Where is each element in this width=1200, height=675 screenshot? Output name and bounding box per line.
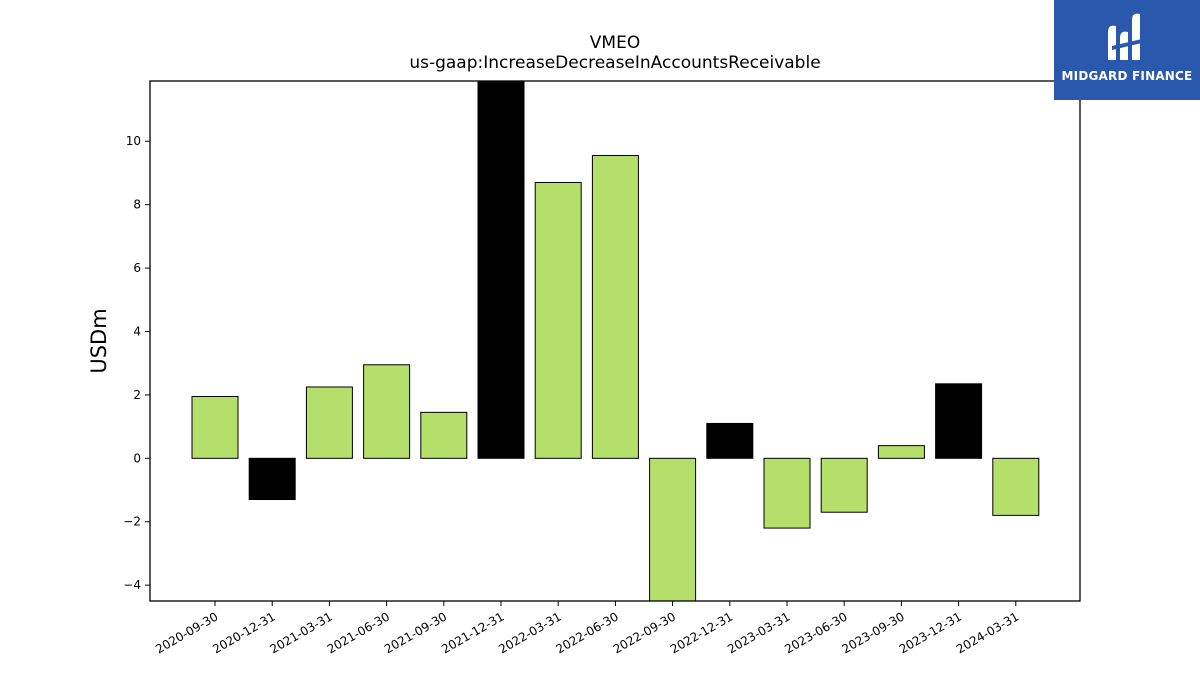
x-tick-label: 2022-03-31	[496, 609, 563, 656]
x-tick-label: 2023-12-31	[897, 609, 964, 656]
x-tick-label: 2020-12-31	[210, 609, 277, 656]
x-tick-label: 2022-06-30	[553, 609, 620, 656]
x-tick-label: 2021-12-31	[439, 609, 506, 656]
x-tick-label: 2023-06-30	[782, 609, 849, 656]
y-tick-label: 10	[126, 134, 141, 148]
bar-2020-09-30	[191, 395, 239, 459]
bar-2020-12-31	[248, 457, 296, 501]
bar-2023-09-30	[877, 445, 925, 459]
bar-2023-12-31	[935, 383, 983, 459]
bar-2022-06-30	[591, 155, 639, 459]
y-tick-label: 2	[133, 388, 141, 402]
x-tick-label: 2021-03-31	[267, 609, 334, 656]
y-tick-label: 4	[133, 324, 141, 338]
y-tick-label: −2	[123, 515, 141, 529]
bars-group	[191, 80, 1040, 602]
bar-2022-09-30	[649, 457, 697, 602]
bar-2021-06-30	[363, 364, 411, 459]
bar-2021-03-31	[305, 386, 353, 459]
bar-2024-03-31	[992, 457, 1040, 516]
y-axis-ticks: −4 −2 0 2 4 6 8 10	[123, 134, 150, 592]
x-tick-label: 2023-03-31	[725, 609, 792, 656]
chart-title: VMEO	[590, 33, 640, 53]
bar-2021-09-30	[420, 411, 468, 459]
logo-mark-icon	[1108, 13, 1146, 61]
x-axis-ticks: 2020-09-302020-12-312021-03-312021-06-30…	[153, 601, 1021, 656]
bar-2023-03-31	[763, 457, 811, 529]
bar-2022-12-31	[706, 422, 754, 459]
chart-subtitle: us-gaap:IncreaseDecreaseInAccountsReceiv…	[409, 53, 820, 73]
y-tick-label: 6	[133, 261, 141, 275]
x-tick-label: 2023-09-30	[839, 609, 906, 656]
plot-frame	[149, 80, 1081, 602]
bar-2021-12-31	[477, 80, 525, 459]
x-tick-label: 2024-03-31	[954, 609, 1021, 656]
y-tick-label: 8	[133, 198, 141, 212]
x-tick-label: 2020-09-30	[153, 609, 220, 656]
bar-2023-06-30	[820, 457, 868, 513]
x-tick-label: 2022-12-31	[668, 609, 735, 656]
brand-logo: MIDGARD FINANCE	[1054, 0, 1200, 100]
logo-text: MIDGARD FINANCE	[1061, 69, 1193, 83]
x-tick-label: 2021-06-30	[325, 609, 392, 656]
y-axis-label: USDm	[87, 308, 111, 373]
x-tick-label: 2021-09-30	[382, 609, 449, 656]
bar-2022-03-31	[534, 181, 582, 459]
y-tick-label: −4	[123, 578, 141, 592]
x-tick-label: 2022-09-30	[611, 609, 678, 656]
y-tick-label: 0	[133, 451, 141, 465]
